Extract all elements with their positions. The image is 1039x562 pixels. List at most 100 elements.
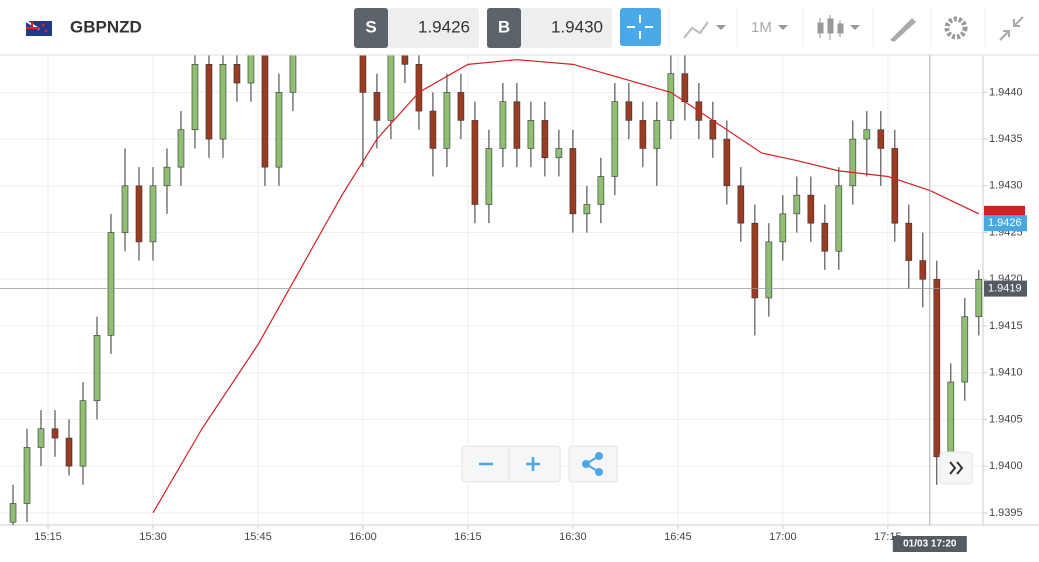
- chart-type-button[interactable]: [683, 21, 726, 39]
- overlay: 1.9426 1.9419 01/03 17:20: [0, 55, 1027, 552]
- candle-body: [877, 129, 885, 149]
- candle-body: [639, 120, 647, 149]
- x-tick-label: 16:15: [454, 531, 482, 543]
- zoom-controls: [461, 445, 561, 483]
- symbol: GBPNZD: [70, 17, 142, 36]
- buy-label: B: [498, 17, 510, 36]
- draw-button[interactable]: [890, 18, 916, 42]
- candle-body: [891, 148, 899, 224]
- share-button[interactable]: [568, 445, 618, 483]
- candle-body: [429, 110, 437, 149]
- candle-body: [37, 428, 45, 448]
- candle-body: [443, 92, 451, 149]
- candle-body: [919, 260, 927, 280]
- x-tick-label: 16:30: [559, 531, 587, 543]
- candle-body: [415, 64, 423, 112]
- collapse-button[interactable]: [999, 16, 1024, 41]
- candle-body: [499, 101, 507, 149]
- candle-body: [373, 92, 381, 121]
- candle-body: [65, 437, 73, 467]
- candle-body: [471, 120, 479, 205]
- candle-body: [947, 381, 955, 458]
- zoom-in[interactable]: [526, 457, 540, 471]
- scroll-end-icon: [949, 461, 964, 475]
- crosshair-icon: [627, 15, 653, 39]
- buy-price: 1.9430: [551, 17, 603, 36]
- candle-body: [149, 185, 157, 243]
- candle-body: [233, 64, 241, 84]
- candle-body: [765, 241, 773, 299]
- crosshair-price-label: 1.9419: [988, 283, 1022, 295]
- candle-body: [9, 503, 17, 523]
- candle-body: [793, 194, 801, 215]
- candle-body: [863, 129, 871, 140]
- candle-body: [387, 55, 395, 121]
- candle-body: [653, 120, 661, 149]
- candle-body: [835, 185, 843, 252]
- sell-tag: [354, 8, 388, 48]
- candle-body: [359, 55, 367, 93]
- candle-body: [625, 101, 633, 121]
- candle-body: [401, 55, 409, 65]
- settings-button[interactable]: [944, 16, 968, 40]
- candle-body: [597, 176, 605, 205]
- candle-body: [807, 194, 815, 224]
- candle-body: [107, 232, 115, 336]
- candle-body: [23, 447, 31, 504]
- candle-body: [849, 138, 857, 187]
- candle-body: [779, 213, 787, 243]
- y-tick-label: 1.9395: [989, 507, 1023, 519]
- price-marker: [984, 215, 1027, 232]
- timeframe-arrow: [778, 25, 788, 30]
- candle-body: [79, 400, 87, 467]
- candle-body: [457, 92, 465, 121]
- candle-body: [191, 64, 199, 131]
- crosshair-price-box: [984, 280, 1027, 297]
- flag: [25, 20, 52, 36]
- candle-body: [135, 185, 143, 243]
- y-tick-label: 1.9430: [989, 180, 1023, 192]
- y-tick-label: 1.9405: [989, 413, 1023, 425]
- candle-body: [569, 148, 577, 215]
- y-tick-label: 1.9440: [989, 86, 1023, 98]
- y-tick-label: 1.9410: [989, 367, 1023, 379]
- candle-body: [177, 129, 185, 168]
- candle-body: [121, 185, 129, 233]
- timeframe[interactable]: 1M: [751, 19, 772, 36]
- candle-body: [933, 278, 941, 458]
- price-marker-label: 1.9426: [988, 217, 1022, 229]
- x-tick-label: 16:00: [349, 531, 377, 543]
- sell-label: S: [365, 17, 376, 36]
- candle-body: [709, 120, 717, 140]
- candle-body: [93, 335, 101, 402]
- x-tick-label: 15:45: [244, 531, 272, 543]
- moving-average: [152, 59, 980, 514]
- candle-body: [275, 92, 283, 168]
- y-tick-label: 1.9415: [989, 320, 1023, 332]
- candle-body: [667, 73, 675, 121]
- candle-body: [541, 120, 549, 159]
- sell-price: 1.9426: [418, 17, 470, 36]
- share-icon: [582, 452, 603, 476]
- candle-body: [555, 148, 563, 159]
- candle-body: [723, 138, 731, 187]
- candle-body: [527, 120, 535, 149]
- candle-body: [751, 222, 759, 299]
- candle-body: [205, 64, 213, 140]
- crosshair-time-label: 01/03 17:20: [903, 539, 957, 550]
- candle-body: [737, 185, 745, 224]
- candles-button[interactable]: [817, 15, 860, 40]
- candle-body: [975, 278, 983, 317]
- candle-body: [261, 55, 269, 168]
- x-tick-label: 15:30: [139, 531, 167, 543]
- x-tick-label: 16:45: [664, 531, 692, 543]
- candle-body: [961, 316, 969, 383]
- plot-area: [9, 55, 983, 525]
- x-tick-label: 17:00: [769, 531, 797, 543]
- crosshair-button[interactable]: [620, 8, 661, 46]
- candle-body: [513, 101, 521, 149]
- crosshair-time-box: [892, 536, 967, 552]
- candle-body: [821, 222, 829, 252]
- candle-body: [247, 55, 255, 84]
